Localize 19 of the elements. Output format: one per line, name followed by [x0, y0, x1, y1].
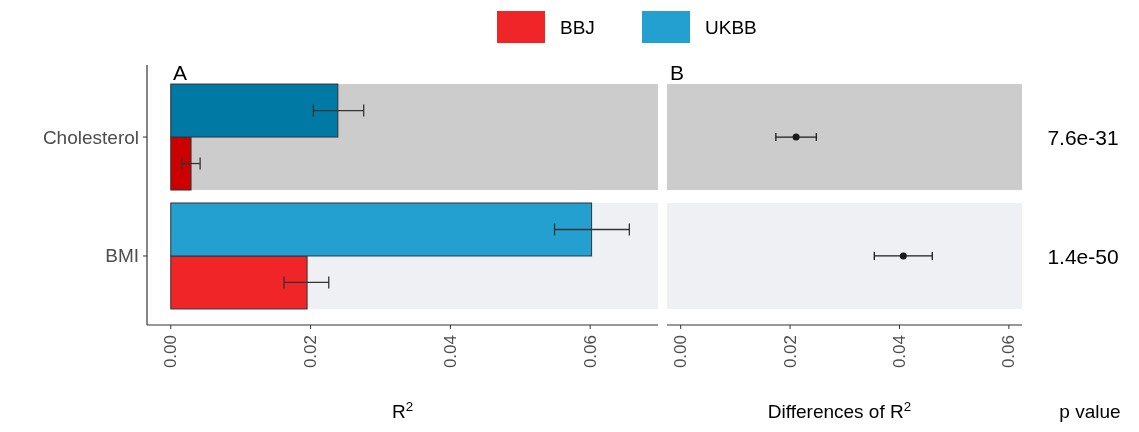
x-tick-label: 0.02 [301, 335, 321, 369]
x-tick-label: 0.06 [999, 335, 1019, 369]
y-tick-label: Cholesterol [42, 126, 139, 148]
x-tick-label: 0.00 [671, 335, 691, 369]
chart-title: A [173, 61, 188, 84]
x-tick-label: 0.04 [440, 335, 460, 369]
text: p value [1059, 401, 1121, 422]
legend-label: UKBB [705, 16, 757, 38]
x-tick-label: 0.00 [161, 335, 181, 369]
y-tick-label: BMI [105, 245, 139, 267]
x-axis-title: R$^{2}$ [391, 398, 414, 422]
text: 1.4e-50 [1047, 244, 1119, 268]
x-tick-label: 0.06 [580, 335, 600, 369]
x-tick-label: 0.02 [780, 335, 800, 369]
x-axis-title: Differences of R$^{2}$ [767, 398, 912, 422]
text: 7.6e-31 [1047, 125, 1119, 149]
x-tick-label: 0.04 [889, 335, 909, 369]
chart-title: B [670, 61, 685, 84]
legend-label: BBJ [560, 16, 595, 38]
